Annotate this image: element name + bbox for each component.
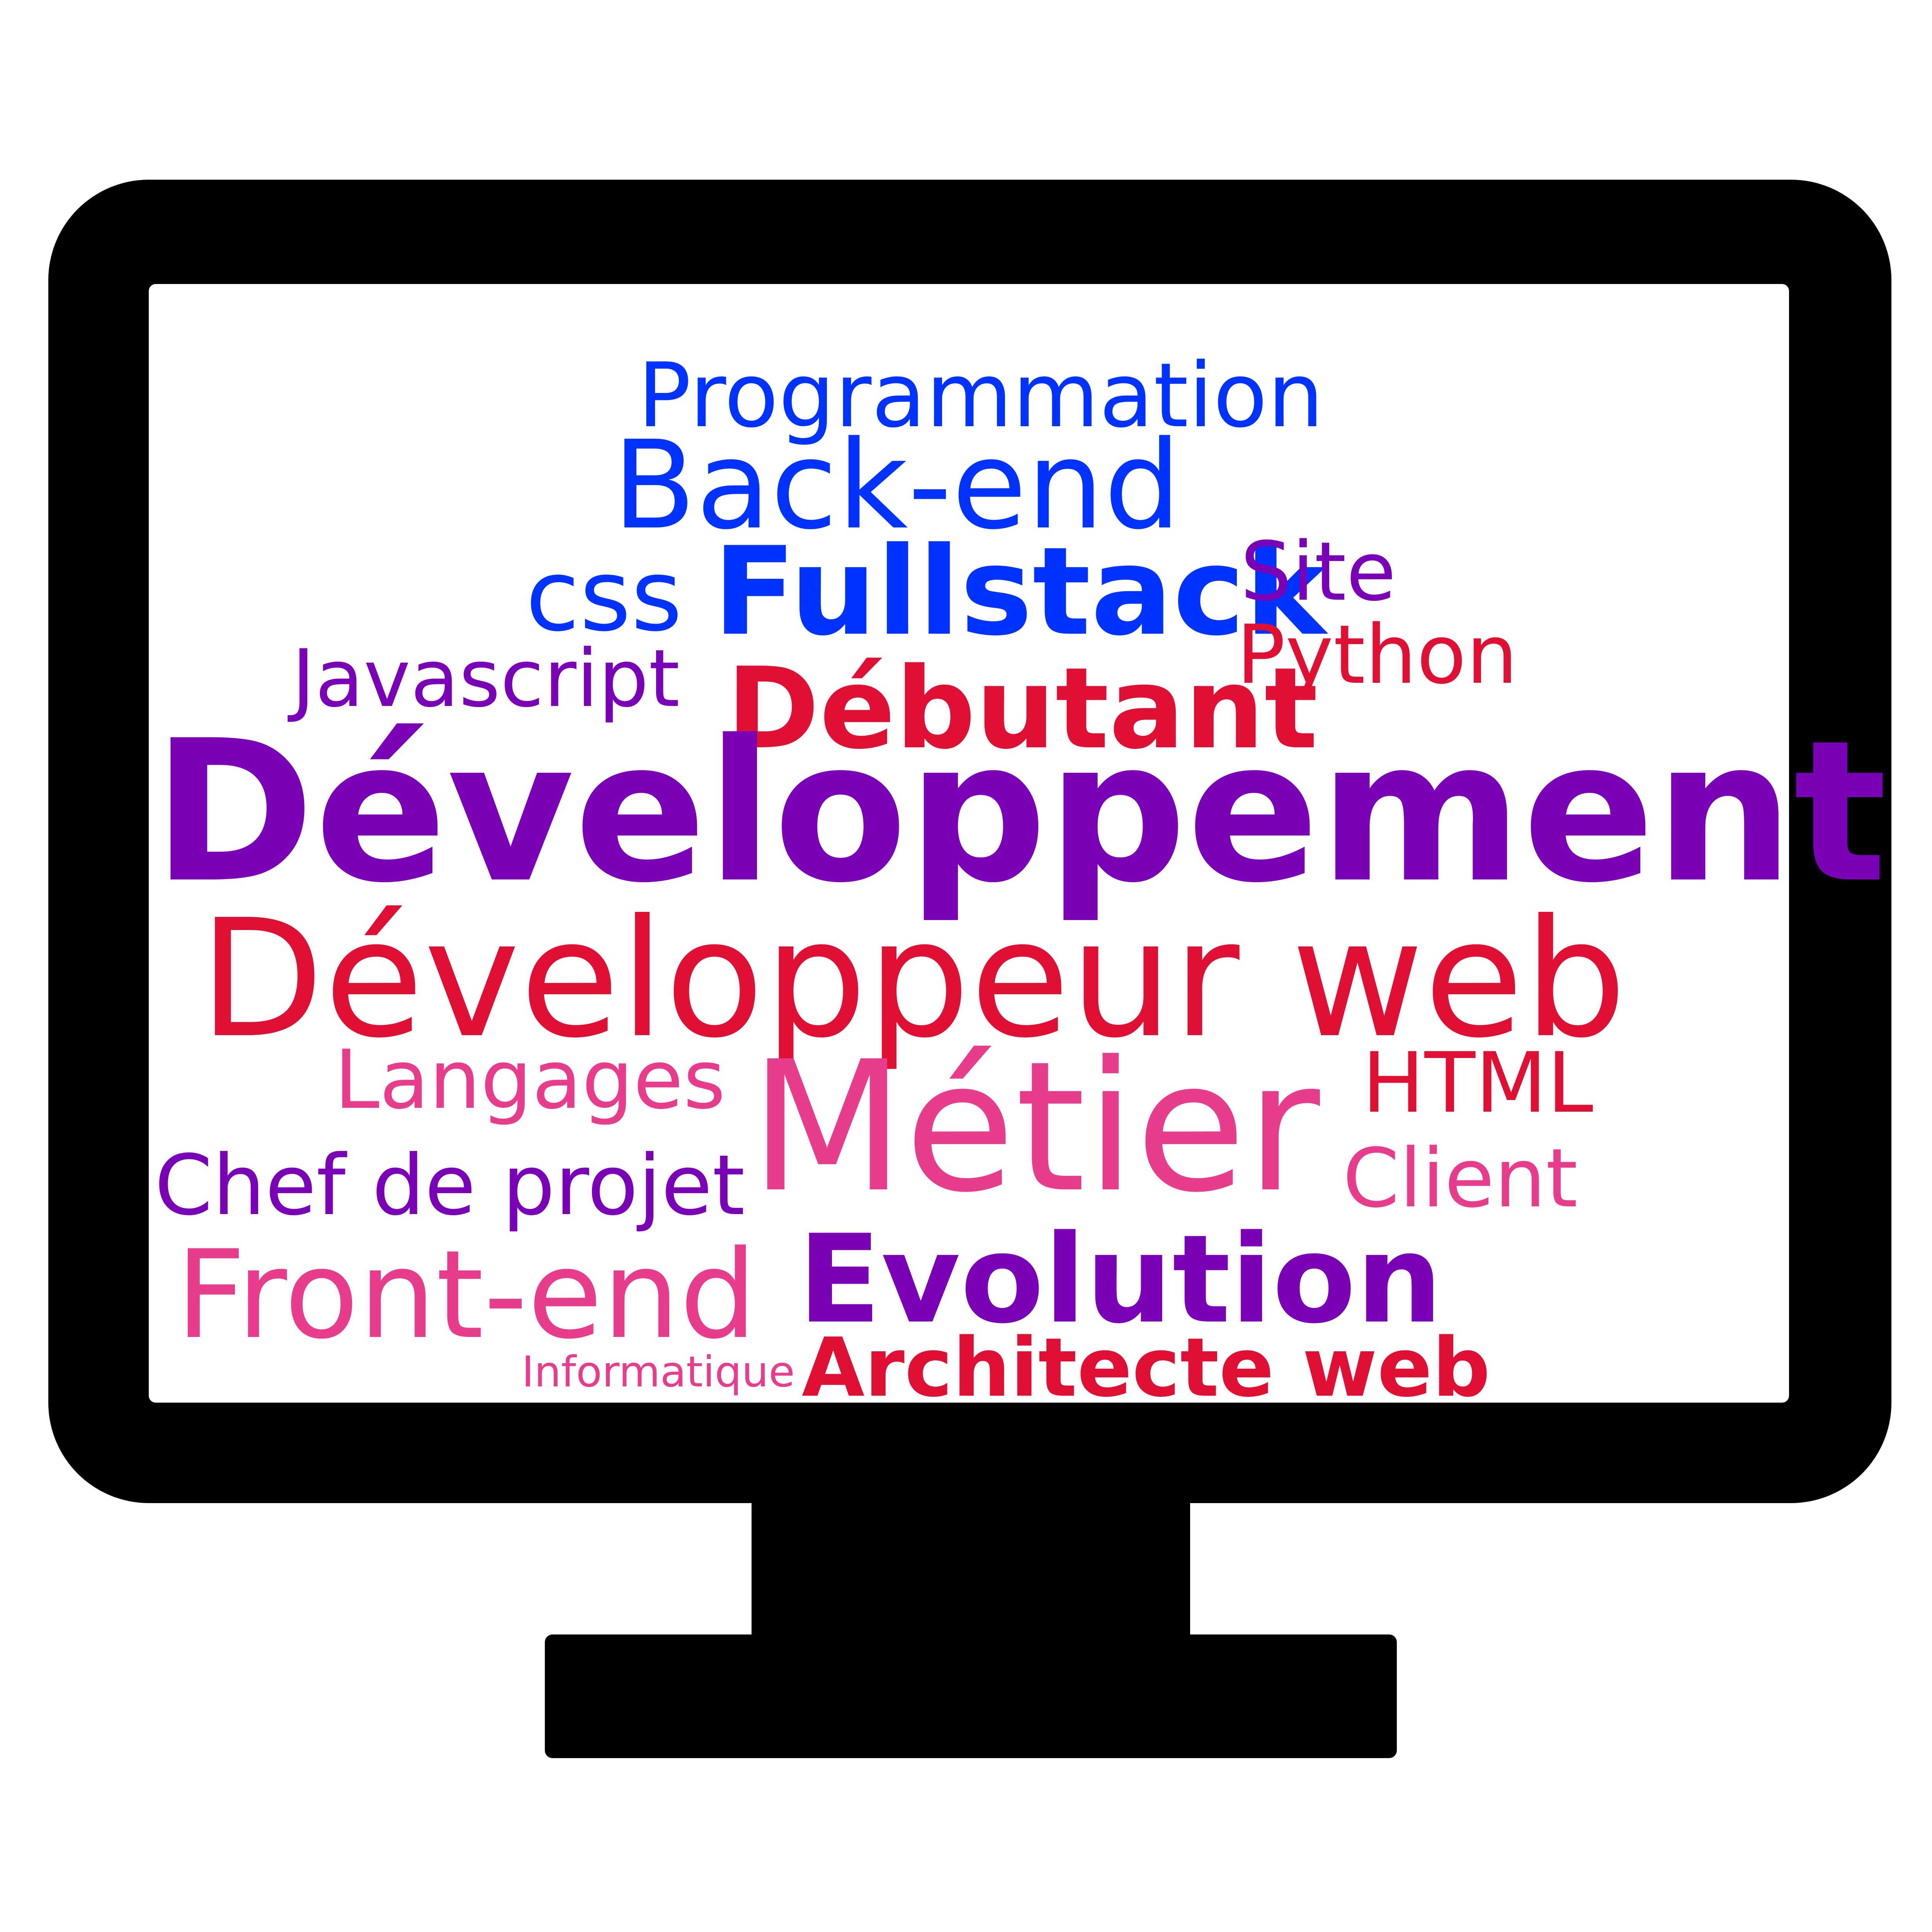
word-front-end: Front-end: [176, 1225, 757, 1366]
word-site: Site: [1240, 524, 1396, 619]
word-programmation: Programmation: [638, 344, 1324, 447]
word-chef-de-projet: Chef de projet: [155, 1137, 745, 1234]
word-metier: Métier: [750, 1022, 1320, 1232]
word-fullstack: Fullstack: [713, 521, 1326, 663]
monitor-stand-neck: [752, 1501, 1190, 1640]
word-back-end: Back-end: [612, 415, 1181, 556]
word-javascript: Javascript: [292, 633, 680, 725]
word-developpement: Développement: [153, 699, 1887, 926]
word-developpeur-web: Développeur web: [199, 885, 1627, 1074]
word-client: Client: [1343, 1131, 1578, 1226]
word-html: HTML: [1362, 1034, 1594, 1131]
word-informatique: Informatique: [522, 1347, 795, 1396]
word-debutant: Débutant: [726, 644, 1318, 774]
word-css: css: [526, 539, 682, 653]
word-architecte-web: Architecte web: [802, 1320, 1491, 1415]
word-evolution: Evolution: [798, 1209, 1443, 1350]
word-langages: Langages: [334, 1032, 726, 1127]
monitor-screen: [149, 284, 1789, 1403]
monitor-stand-base: [545, 1634, 1397, 1758]
word-python: Python: [1236, 607, 1518, 702]
